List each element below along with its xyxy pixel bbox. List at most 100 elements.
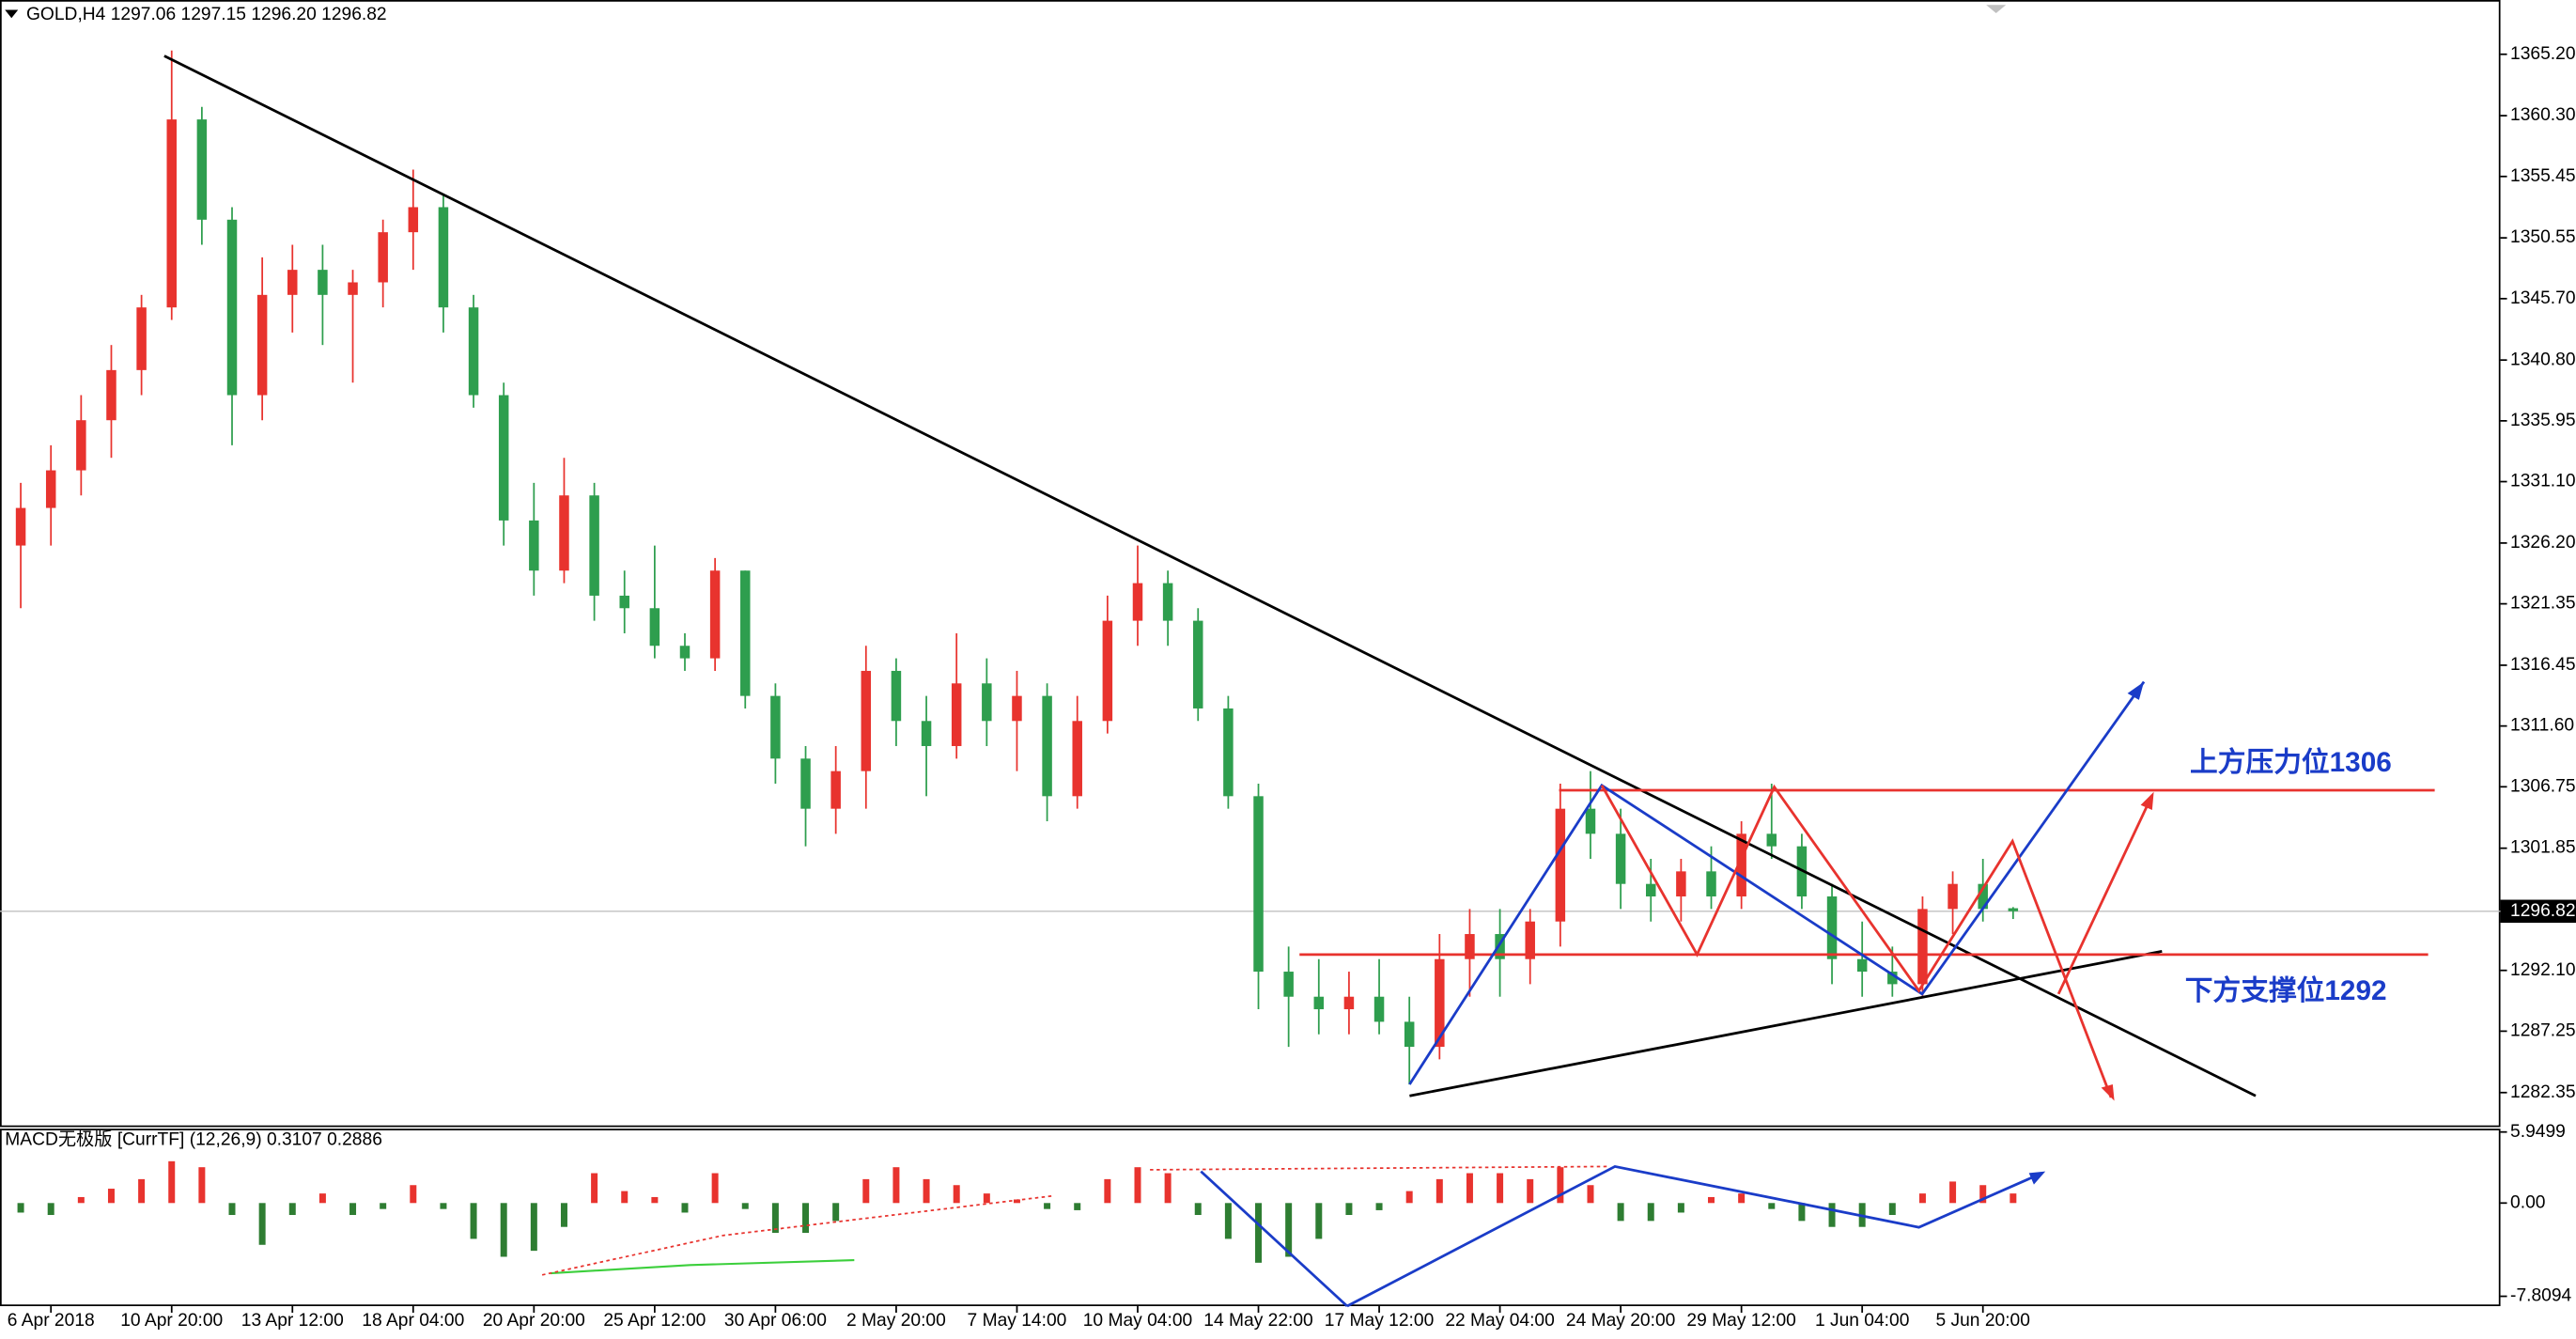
macd-bar [1285,1203,1293,1257]
candle-body [76,420,86,471]
macd-bar [1527,1178,1534,1204]
candle-body [136,307,147,370]
candle-body [15,507,26,546]
y-tick-label: 1355.45 [2510,166,2575,186]
macd-bar [500,1203,507,1257]
x-tick-label: 25 Apr 12:00 [603,1311,706,1331]
y-tick-label: 1301.85 [2510,838,2575,858]
resistance-label: 上方压力位1306 [2190,746,2392,778]
x-tick-label: 2 May 20:00 [846,1311,946,1331]
macd-bar [1315,1203,1323,1239]
x-tick-label: 20 Apr 20:00 [483,1311,585,1331]
candle-body [498,395,509,521]
macd-title: MACD无极版 [CurrTF] (12,26,9) 0.3107 0.2886 [5,1129,382,1150]
candle-body [1102,620,1113,722]
x-tick-label: 7 May 14:00 [968,1311,1067,1331]
macd-bar [1375,1203,1383,1210]
candle-body [951,683,962,746]
macd-bar [892,1167,900,1204]
macd-bar [1104,1178,1111,1204]
uptrend-line [1409,949,2163,1098]
candle-body [348,282,358,295]
macd-bar [681,1203,689,1213]
candle-body [1465,934,1475,959]
candle-body [1615,833,1626,884]
candle-body [649,608,660,646]
candle-body [709,570,721,659]
macd-bar [1255,1203,1263,1263]
macd-blue-line [1200,1170,1348,1308]
macd-bar [1405,1191,1413,1204]
macd-bar [470,1203,477,1239]
candle-body [679,646,691,659]
candle-body [1193,620,1203,708]
arrow-head [2028,1171,2046,1185]
candle-body [1826,896,1838,959]
macd-bar [138,1178,146,1204]
candle-body [1766,833,1777,847]
menu-arrow[interactable] [5,9,19,19]
y-tick-label: -7.8094 [2510,1286,2571,1306]
macd-bar [1918,1193,1926,1204]
macd-bar [862,1178,870,1204]
macd-bar [1557,1167,1564,1204]
macd-bar [440,1203,447,1209]
macd-red-dotted [1150,1165,1610,1171]
macd-bar [1345,1203,1353,1216]
candle-body [1736,833,1746,897]
candle-body [287,270,298,295]
macd-bar [349,1203,357,1216]
macd-bar [802,1203,810,1234]
x-tick-label: 10 Apr 20:00 [120,1311,223,1331]
x-tick-label: 13 Apr 12:00 [241,1311,344,1331]
candle-body [1373,996,1385,1022]
candle-body [226,219,238,396]
arrow-head [2127,681,2145,700]
macd-red-dotted [541,1195,1052,1276]
red-zigzag [1600,784,2113,1098]
last-price-box [2500,899,2576,924]
macd-bar [711,1173,719,1204]
y-tick-label: 1287.25 [2510,1020,2575,1040]
macd-bar [591,1173,598,1204]
x-tick-label: 29 May 12:00 [1686,1311,1795,1331]
macd-bar [318,1193,326,1204]
macd-bar [1828,1203,1836,1227]
candle-body [468,307,479,396]
macd-bar [1224,1203,1232,1239]
macd-bar [410,1185,417,1204]
y-tick-label: 5.9499 [2510,1122,2566,1142]
macd-green-line [550,1259,855,1275]
macd-bar [47,1203,54,1216]
macd-bar [1013,1199,1020,1204]
candle-body [256,294,268,396]
last-price-label: 1296.82 [2510,901,2575,921]
candle-body [982,683,992,722]
y-tick-label: 1340.80 [2510,350,2575,369]
macd-bar [560,1203,567,1227]
candle-body [1283,972,1294,997]
macd-bar [923,1178,930,1204]
candle-body [1343,996,1355,1010]
y-tick-label: 1292.10 [2510,960,2575,980]
macd-bar [1435,1178,1443,1204]
arrow-head [2140,791,2154,810]
candle-body [1404,1021,1415,1048]
candle-body [921,721,932,746]
candle-body [2008,908,2019,911]
y-tick-label: 1306.75 [2510,776,2575,796]
x-tick-label: 17 May 12:00 [1325,1311,1434,1331]
macd-bar [1164,1173,1172,1204]
candle-body [408,207,419,233]
y-tick-label: 0.00 [2510,1192,2545,1212]
macd-bar [168,1160,176,1204]
candle-body [589,495,599,596]
macd-bar [621,1191,628,1204]
candle-body [1585,808,1596,834]
macd-bar [77,1196,85,1204]
red-arrow [2056,794,2154,995]
candle-body [1253,796,1264,973]
y-tick-label: 1335.95 [2510,411,2575,430]
candle-body [378,232,388,283]
arrow-head [2101,1083,2115,1101]
